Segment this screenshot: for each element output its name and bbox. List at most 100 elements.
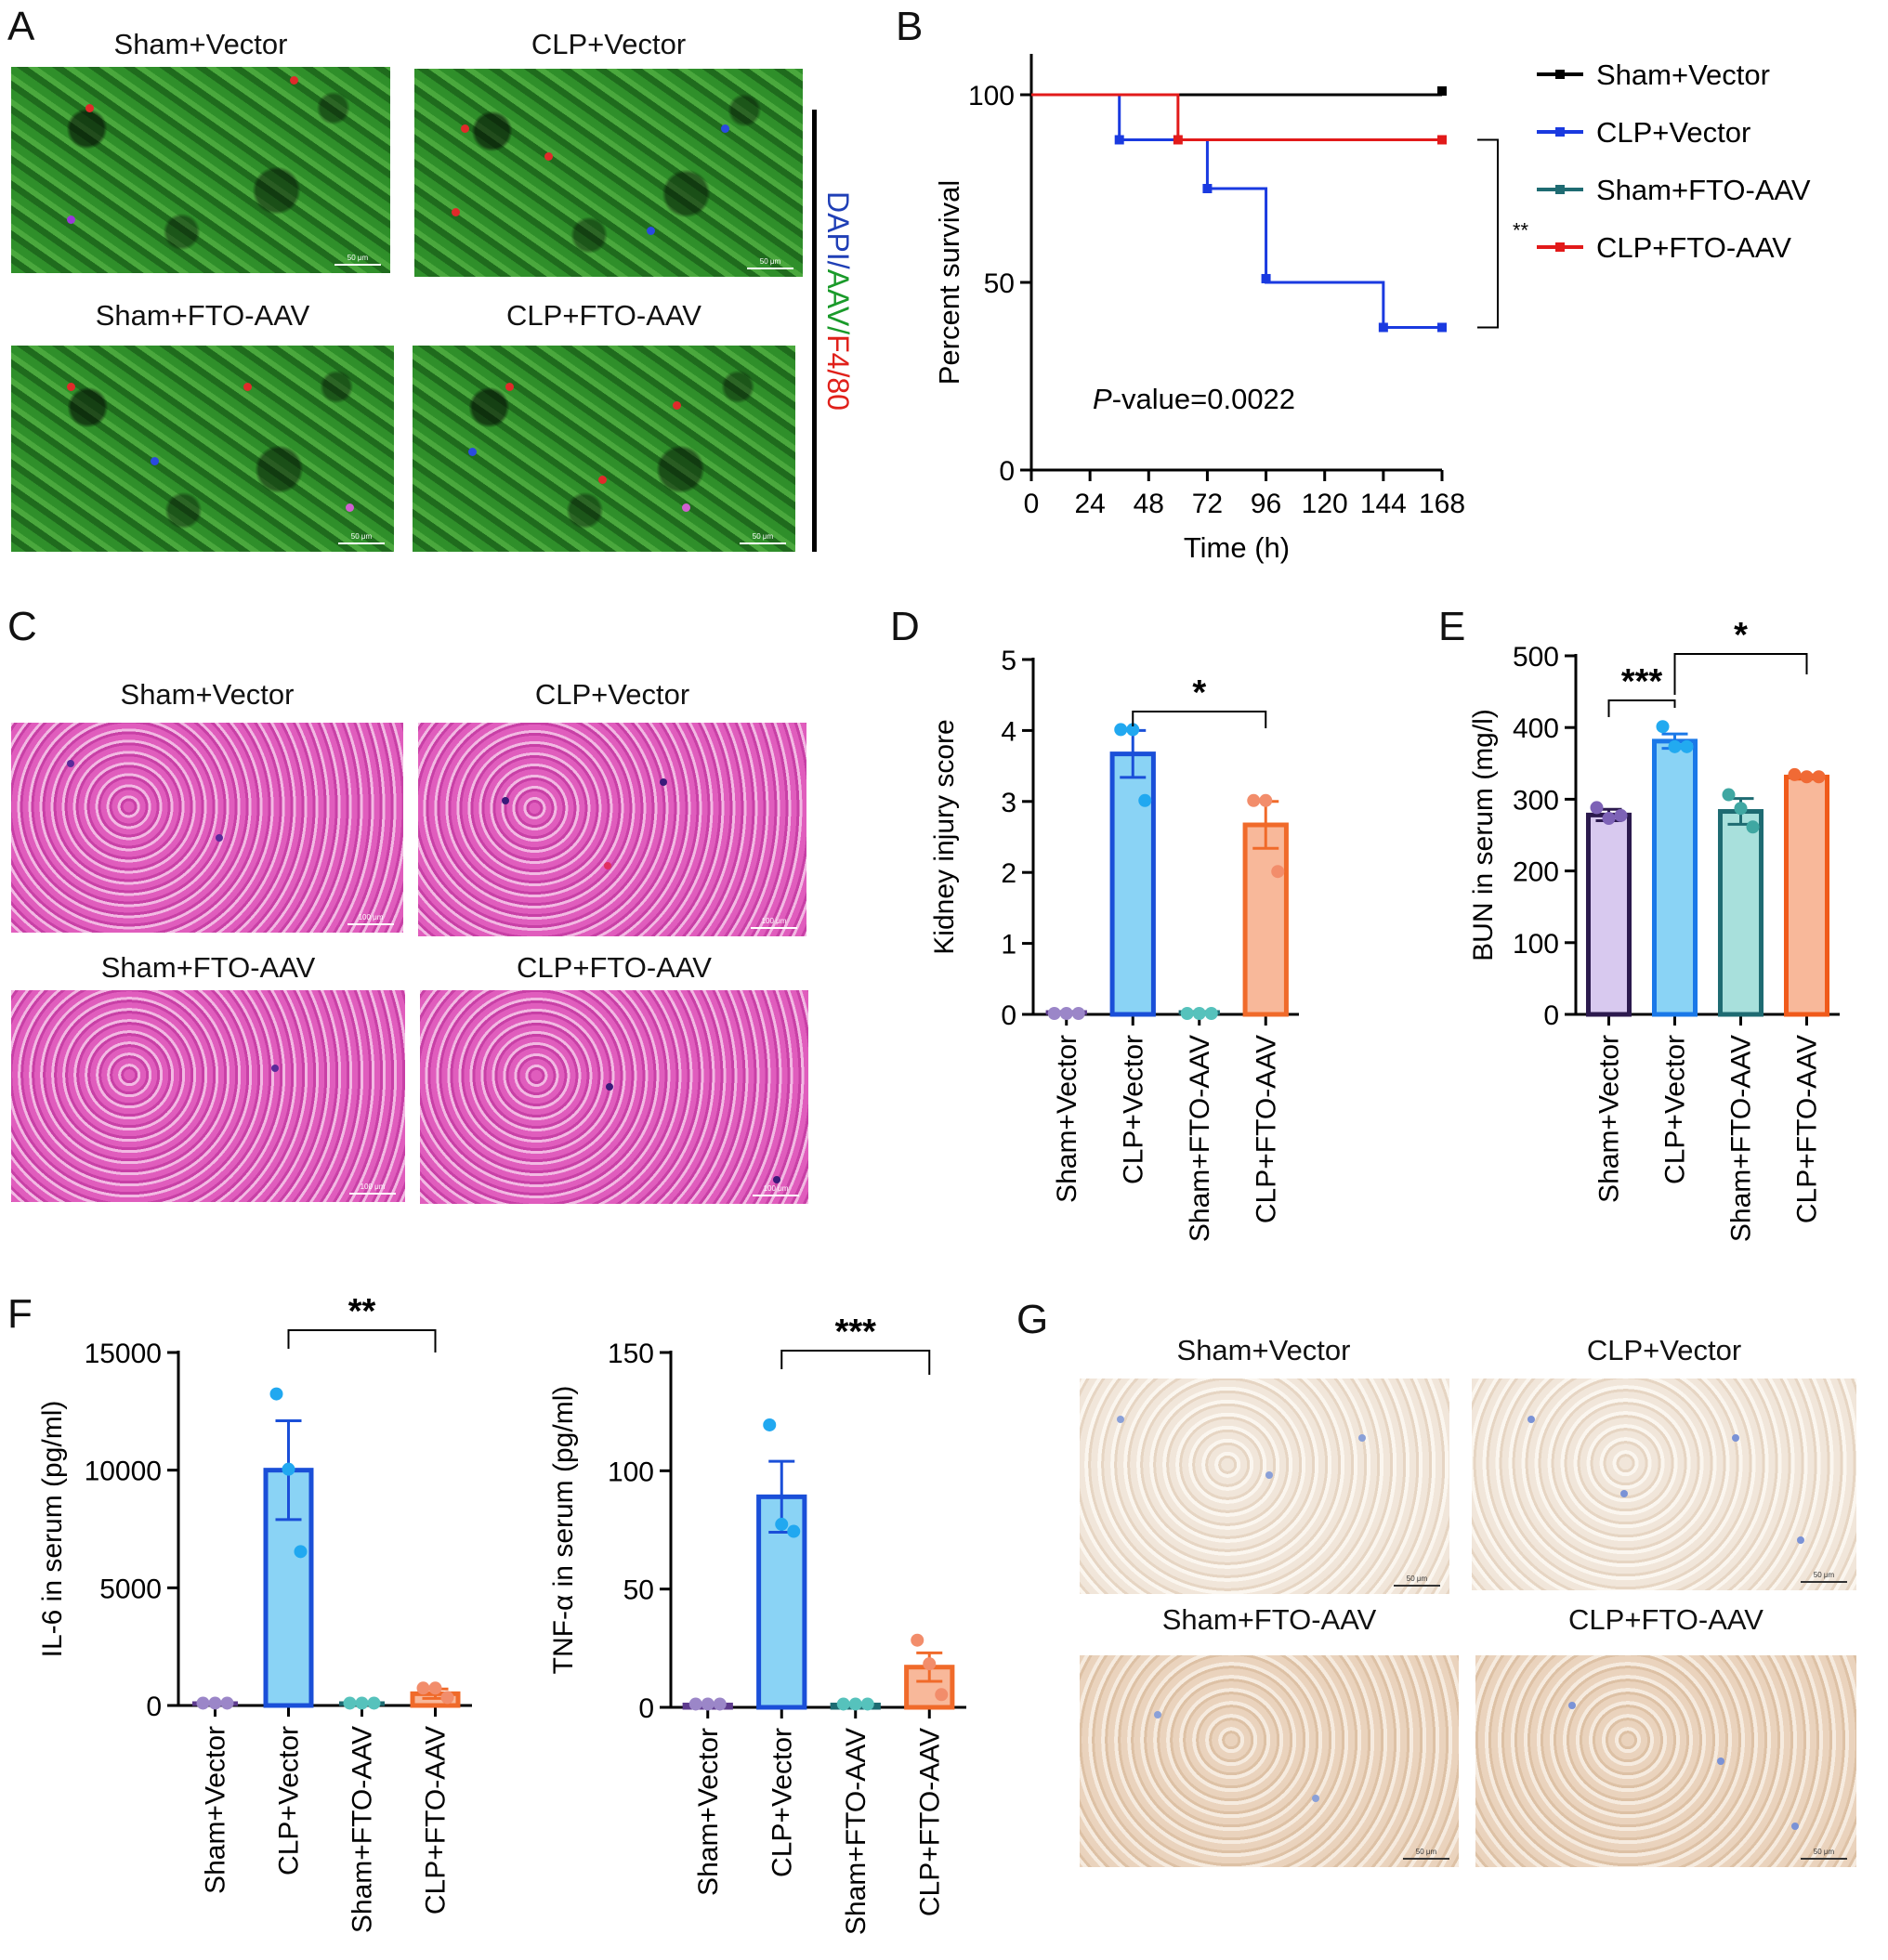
censor-mark	[1437, 85, 1447, 96]
bar	[1717, 809, 1764, 1017]
data-point	[343, 1696, 357, 1710]
if-image-clp-fto-aav: 50 μm	[413, 346, 795, 552]
stain-aav: AAV	[821, 268, 855, 327]
significance-bracket	[287, 1329, 437, 1352]
survival-chart: 0 50 100 0 24 48 72 96 120 144 168 Time (h) Percent …	[933, 54, 1811, 564]
x-tick-label: Sham+Vector	[1594, 1035, 1625, 1203]
stain-bracket-line	[812, 110, 817, 552]
data-point	[196, 1696, 210, 1710]
scale-bar: 50 μm	[1801, 1849, 1847, 1860]
if-image-sham-vector: 50 μm	[11, 67, 390, 273]
y-tick-label: 5	[1001, 646, 1016, 676]
stain-dapi: DAPI	[821, 191, 855, 261]
x-tick-label: Sham+Vector	[1052, 1035, 1082, 1203]
y-tick-label: 100	[1513, 929, 1559, 960]
panel-a-title-2: CLP+Vector	[531, 28, 687, 60]
panel-g-title-4: CLP+FTO-AAV	[1568, 1603, 1763, 1636]
panel-a-title-3: Sham+FTO-AAV	[95, 299, 310, 332]
y-tick-label: 0	[638, 1693, 654, 1724]
bar	[1242, 822, 1289, 1017]
data-point	[836, 1697, 850, 1711]
he-image-sham-fto-aav: 100 μm	[11, 990, 405, 1202]
y-tick-label: 3	[1001, 788, 1016, 818]
y-tick-label: 200	[1513, 857, 1559, 888]
data-point	[1722, 788, 1736, 802]
data-point	[1180, 1007, 1194, 1020]
data-point	[367, 1696, 381, 1710]
scale-bar: 50 μm	[334, 255, 381, 266]
x-tick-label: CLP+FTO-AAV	[421, 1726, 452, 1914]
data-point	[282, 1462, 295, 1476]
y-tick-label: 10000	[85, 1457, 162, 1487]
x-tick-label: 0	[1024, 489, 1040, 519]
x-tick-label: Sham+FTO-AAV	[347, 1726, 378, 1933]
data-point	[428, 1681, 442, 1695]
y-axis-label: TNF-α in serum (pg/ml)	[548, 1386, 579, 1675]
scale-bar: 50 μm	[1394, 1575, 1440, 1587]
data-point	[1259, 793, 1273, 807]
censor-mark	[1114, 135, 1124, 145]
y-tick-label: 5000	[99, 1574, 162, 1604]
x-tick-label: 96	[1251, 489, 1281, 519]
y-tick-label: 0	[999, 456, 1015, 487]
x-tick-label: CLP+Vector	[274, 1726, 305, 1875]
legend-marker	[1555, 185, 1565, 194]
data-point	[355, 1696, 369, 1710]
censor-mark	[1378, 322, 1388, 333]
data-point	[1059, 1007, 1073, 1020]
significance-label: *	[1734, 616, 1748, 655]
data-point	[701, 1697, 715, 1711]
panel-c-title-2: CLP+Vector	[534, 678, 690, 711]
data-point	[1800, 770, 1814, 784]
x-tick-label: Sham+FTO-AAV	[1185, 1035, 1215, 1242]
y-tick-label: 1	[1001, 930, 1016, 960]
ihc-image-sham-fto-aav: 50 μm	[1080, 1655, 1459, 1867]
il6-chart: 0 5000 10000 15000 IL-6 in serum (pg/ml) Sham…	[37, 1292, 472, 1933]
x-tick-label: CLP+FTO-AAV	[1792, 1035, 1823, 1223]
x-tick-label: CLP+Vector	[767, 1728, 797, 1877]
y-tick-label: 50	[984, 268, 1015, 299]
scale-bar: 50 μm	[338, 533, 385, 544]
x-axis-label: Time (h)	[1184, 531, 1290, 564]
data-point	[860, 1697, 874, 1711]
significance-bracket	[1607, 699, 1676, 717]
legend-label: CLP+FTO-AAV	[1596, 231, 1791, 264]
data-point	[1788, 767, 1802, 781]
bar	[1109, 751, 1156, 1017]
significance-label: *	[1192, 673, 1206, 712]
if-image-sham-fto-aav: 50 μm	[11, 346, 394, 552]
data-point	[1680, 739, 1694, 753]
panel-e-letter: E	[1438, 604, 1466, 649]
legend-marker	[1555, 70, 1565, 79]
tnf-chart: 0 50 100 150 TNF-α in serum (pg/ml) Sham+Vect…	[548, 1313, 966, 1935]
data-point	[1071, 1007, 1085, 1020]
panel-d-letter: D	[890, 604, 920, 649]
data-point	[1656, 720, 1670, 734]
y-tick-label: 0	[1543, 1000, 1559, 1031]
stain-f480: F4/80	[821, 334, 855, 411]
y-axis-label: Percent survival	[933, 180, 965, 385]
x-tick-label: Sham+FTO-AAV	[841, 1728, 872, 1935]
significance-bracket	[1132, 711, 1267, 728]
x-tick-label: 120	[1302, 489, 1348, 519]
scale-bar: 50 μm	[740, 533, 786, 544]
stain-sep-2: /	[821, 326, 855, 335]
x-tick-label: CLP+FTO-AAV	[1251, 1035, 1281, 1223]
panel-f-letter: F	[7, 1291, 33, 1337]
significance-bracket	[1673, 653, 1808, 695]
y-tick-label: 150	[608, 1339, 654, 1369]
x-tick-label: CLP+Vector	[1118, 1035, 1148, 1184]
significance-label: ***	[1621, 662, 1663, 701]
scale-bar: 50 μm	[1403, 1849, 1449, 1860]
y-tick-label: 400	[1513, 713, 1559, 744]
y-tick-label: 50	[623, 1575, 654, 1606]
y-tick-label: 2	[1001, 858, 1016, 889]
y-tick-label: 500	[1513, 642, 1559, 673]
scale-bar: 50 μm	[747, 258, 793, 269]
panel-a-title-1: Sham+Vector	[113, 28, 288, 60]
legend-marker	[1555, 127, 1565, 137]
survival-line	[1031, 93, 1442, 141]
data-point	[763, 1418, 777, 1431]
data-point	[440, 1691, 454, 1705]
data-point	[269, 1387, 283, 1401]
